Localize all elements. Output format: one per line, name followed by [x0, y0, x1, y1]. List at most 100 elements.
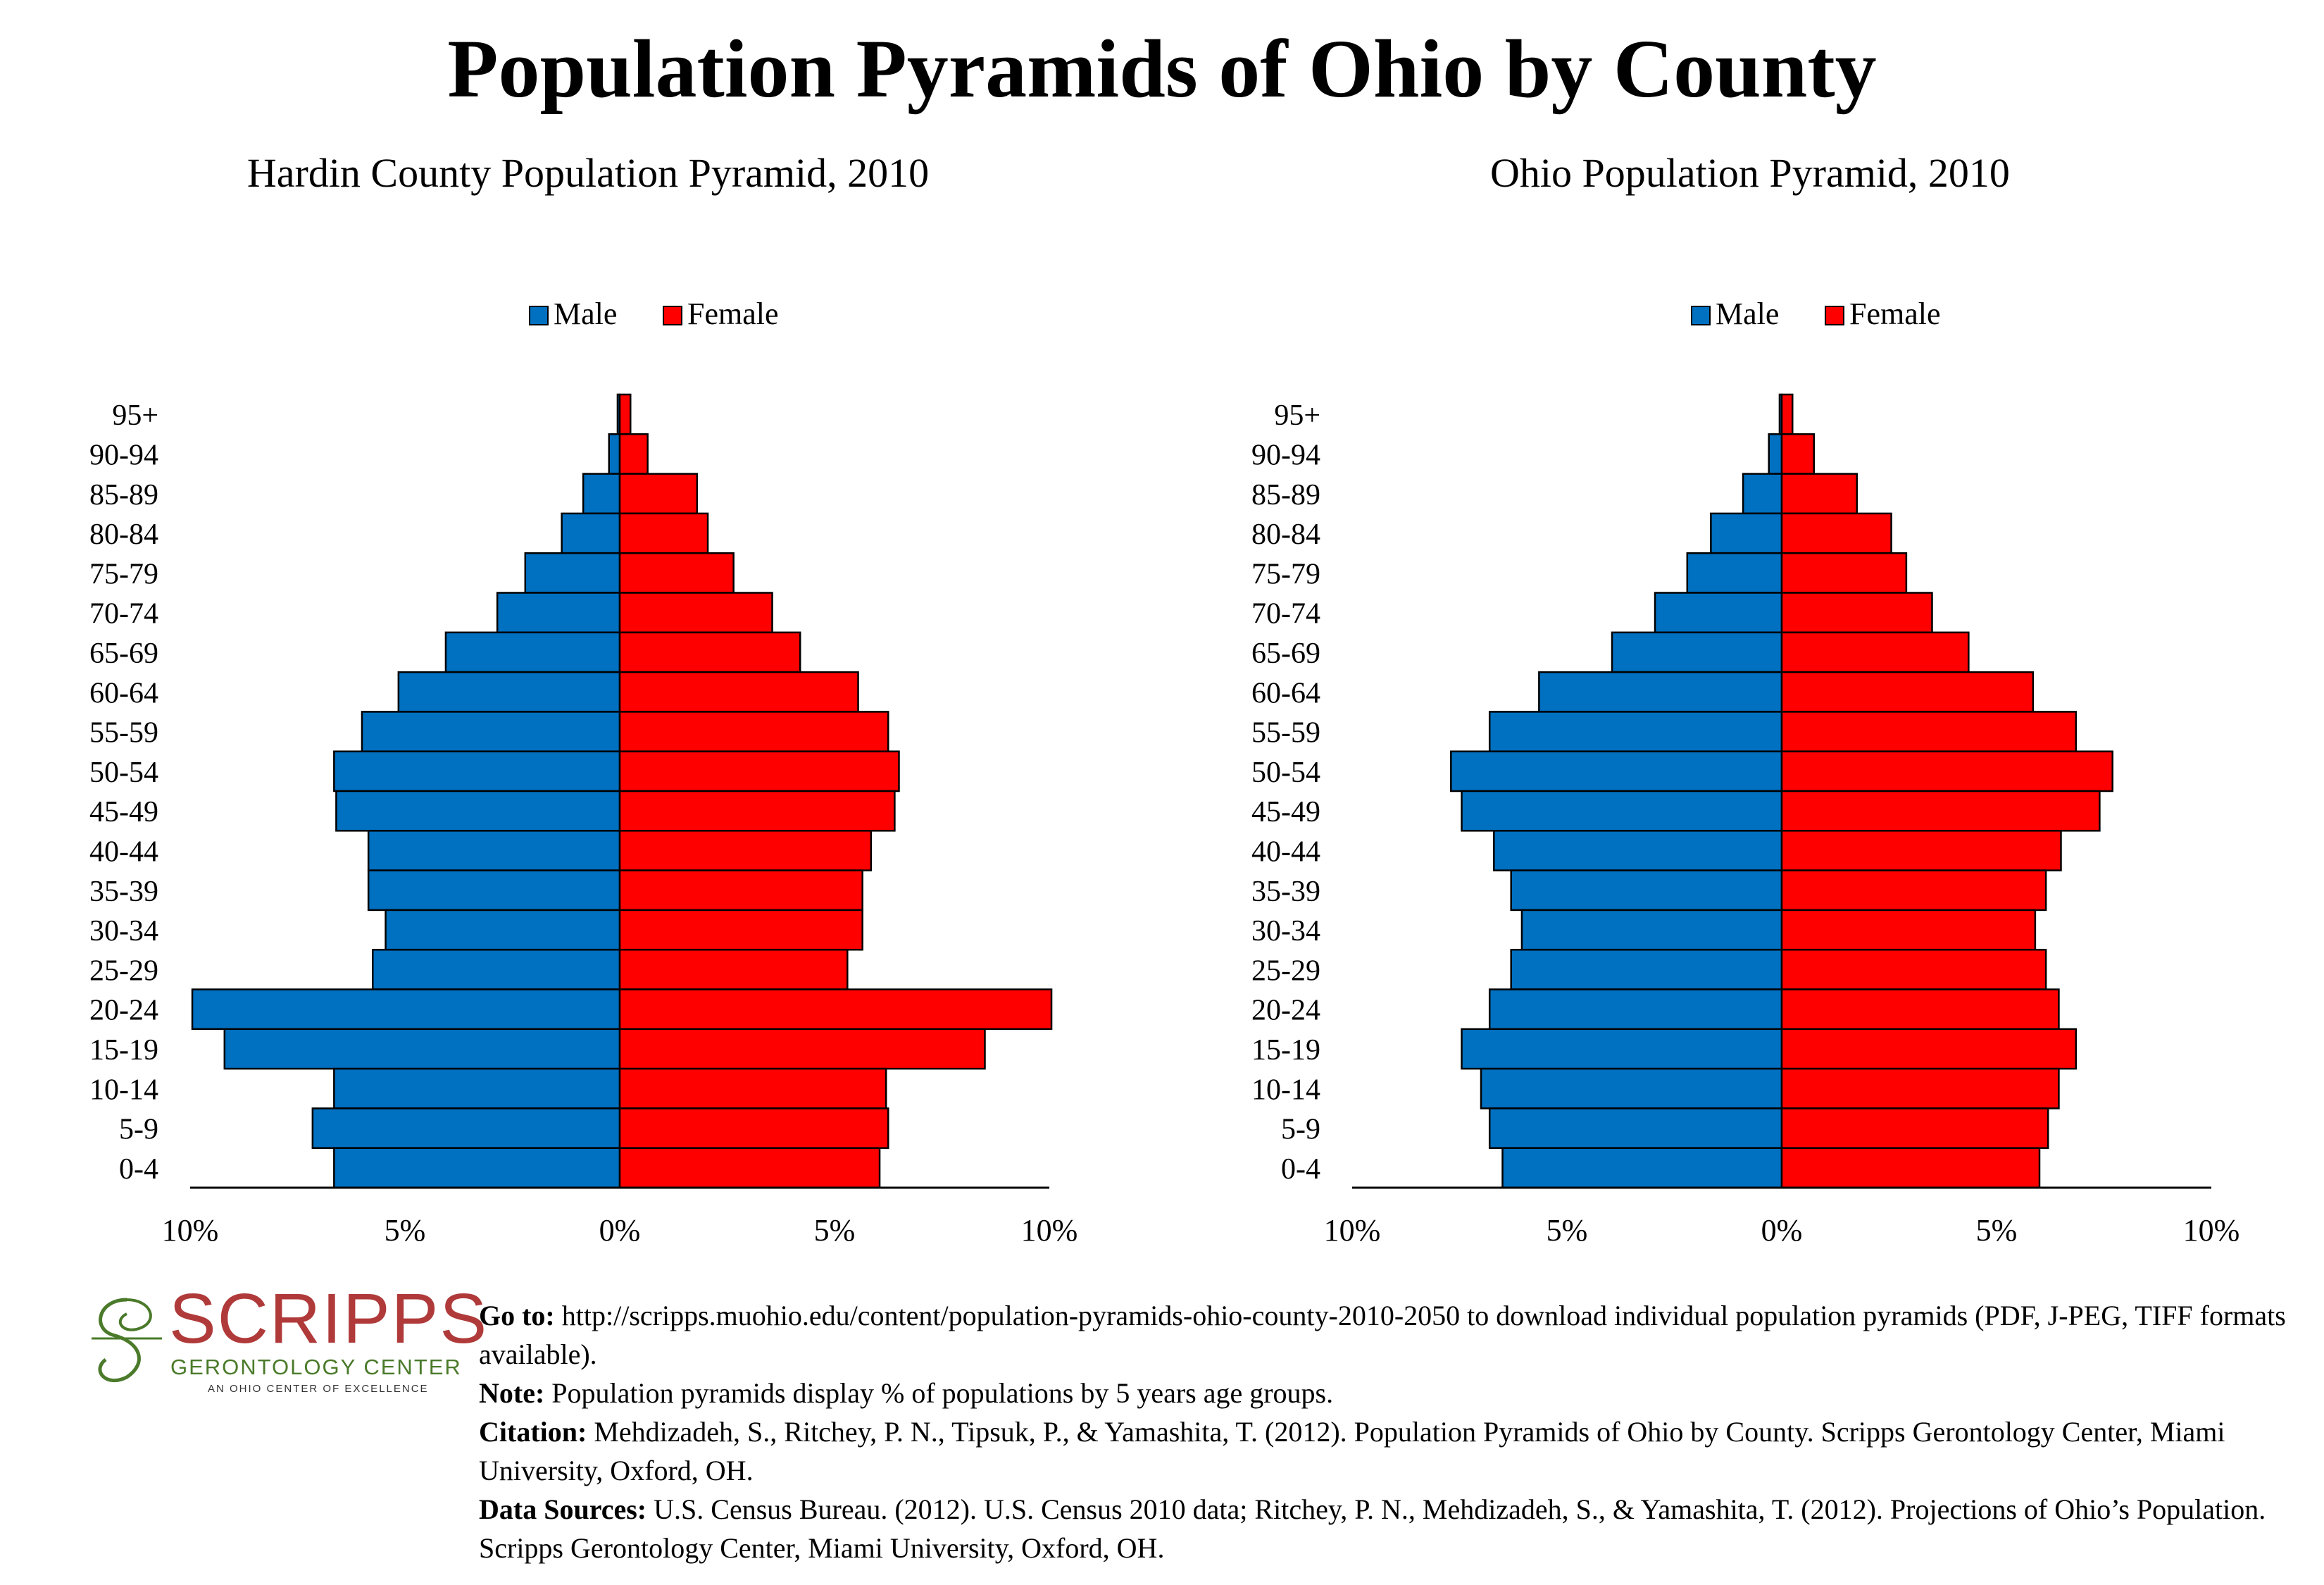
age-label: 0-4: [1281, 1153, 1320, 1186]
chart-title: Hardin County Population Pyramid, 2010: [247, 150, 929, 196]
legend-label-male: Male: [1716, 297, 1779, 331]
age-label: 20-24: [1251, 995, 1320, 1027]
ohio-bar-female-45-49: [1780, 790, 2101, 832]
logo-brand: SCRIPPS: [169, 1279, 489, 1358]
ohio-bar-female-55-59: [1780, 711, 2078, 752]
chart-legend: Male Female: [529, 297, 779, 331]
ohio-bar-male-30-34: [1520, 909, 1783, 951]
hardin-bar-male-85-89: [582, 473, 621, 515]
hardin-bar-female-70-74: [618, 592, 773, 634]
ohio-bar-female-30-34: [1780, 909, 2037, 951]
note-text: Population pyramids display % of populat…: [544, 1377, 1334, 1409]
hardin-bar-female-45-49: [618, 790, 896, 832]
age-label: 70-74: [89, 598, 158, 630]
age-label: 90-94: [1251, 439, 1320, 471]
age-label: 65-69: [89, 638, 158, 670]
age-label: 60-64: [1251, 677, 1320, 709]
scripps-swirl-icon: [92, 1298, 162, 1383]
age-label: 75-79: [89, 558, 158, 590]
age-label: 65-69: [1251, 638, 1320, 670]
x-tick-label: 5%: [1976, 1213, 2018, 1248]
ohio-bar-male-45-49: [1461, 790, 1783, 832]
age-label: 70-74: [1251, 598, 1320, 630]
x-tick-label: 10%: [1021, 1213, 1078, 1248]
hardin-bar-male-10-14: [333, 1067, 621, 1110]
ohio-bar-female-95+: [1780, 393, 1794, 435]
hardin-bar-female-35-39: [618, 869, 863, 912]
hardin-bar-female-0-4: [618, 1147, 881, 1189]
ohio-bar-male-60-64: [1538, 671, 1783, 713]
age-label: 45-49: [89, 796, 158, 828]
hardin-bar-male-65-69: [444, 631, 621, 673]
ohio-bar-female-25-29: [1780, 948, 2047, 990]
legend-swatch-male: [1691, 306, 1711, 325]
age-label: 75-79: [1251, 558, 1320, 590]
hardin-bar-male-70-74: [496, 592, 621, 634]
age-label: 10-14: [89, 1074, 158, 1106]
x-tick-label: 10%: [1324, 1213, 1381, 1248]
logo-subtitle: GERONTOLOGY CENTER: [170, 1355, 462, 1379]
legend-swatch-female: [663, 306, 682, 325]
ohio-bar-male-50-54: [1450, 750, 1783, 792]
ohio-bar-female-70-74: [1780, 592, 1933, 634]
goto-text: http://scripps.muohio.edu/content/popula…: [479, 1300, 2286, 1370]
age-label: 5-9: [119, 1114, 158, 1146]
ohio-bar-female-50-54: [1780, 750, 2113, 792]
age-label: 20-24: [89, 995, 158, 1027]
x-tick-label: 5%: [1547, 1213, 1588, 1248]
sources-label: Data Sources:: [479, 1493, 647, 1525]
note-label: Note:: [479, 1377, 545, 1409]
age-label: 25-29: [89, 955, 158, 987]
hardin-bar-male-60-64: [397, 671, 621, 713]
goto-line: Go to: http://scripps.muohio.edu/content…: [479, 1296, 2310, 1374]
ohio-bar-male-80-84: [1710, 512, 1783, 554]
age-label: 55-59: [89, 717, 158, 750]
hardin-bar-male-0-4: [333, 1147, 621, 1189]
hardin-bar-male-15-19: [223, 1028, 621, 1070]
age-label: 35-39: [89, 876, 158, 908]
age-label: 60-64: [89, 677, 158, 709]
hardin-bar-female-75-79: [618, 552, 735, 594]
hardin-bar-female-85-89: [618, 473, 699, 515]
ohio-bar-female-5-9: [1780, 1107, 2049, 1149]
hardin-bar-female-65-69: [618, 631, 801, 673]
ohio-bar-female-80-84: [1780, 512, 1892, 554]
note-line: Note: Population pyramids display % of p…: [479, 1374, 2310, 1412]
age-label: 25-29: [1251, 955, 1320, 987]
hardin-bar-female-95+: [618, 393, 632, 435]
x-tick-label: 5%: [385, 1213, 426, 1248]
age-label: 50-54: [89, 757, 158, 789]
age-label: 5-9: [1281, 1114, 1320, 1146]
ohio-bar-female-65-69: [1780, 631, 1970, 673]
ohio-bar-male-0-4: [1501, 1147, 1783, 1189]
citation-line: Citation: Mehdizadeh, S., Ritchey, P. N.…: [479, 1412, 2310, 1490]
hardin-bar-female-10-14: [618, 1067, 887, 1110]
x-tick-label: 0%: [1761, 1213, 1803, 1248]
age-label: 80-84: [89, 518, 158, 551]
logo-tagline: AN OHIO CENTER OF EXCELLENCE: [208, 1383, 429, 1395]
legend-label-female: Female: [1849, 297, 1941, 331]
ohio-bar-female-35-39: [1780, 869, 2047, 912]
hardin-bar-female-30-34: [618, 909, 863, 951]
ohio-bar-female-60-64: [1780, 671, 2035, 713]
hardin-bar-male-25-29: [372, 948, 621, 990]
sources-text: U.S. Census Bureau. (2012). U.S. Census …: [479, 1493, 2266, 1564]
age-label: 15-19: [89, 1034, 158, 1067]
x-tick-label: 0%: [599, 1213, 641, 1248]
age-label: 10-14: [1251, 1074, 1320, 1106]
hardin-bar-female-20-24: [618, 988, 1053, 1031]
age-label: 80-84: [1251, 518, 1320, 551]
ohio-bar-female-20-24: [1780, 988, 2060, 1031]
hardin-bar-male-75-79: [524, 552, 621, 594]
ohio-bar-male-15-19: [1461, 1028, 1783, 1070]
footer-notes: Go to: http://scripps.muohio.edu/content…: [479, 1296, 2310, 1567]
x-tick-label: 10%: [162, 1213, 219, 1248]
ohio-bar-female-75-79: [1780, 552, 1908, 594]
hardin-bar-male-50-54: [333, 750, 621, 792]
legend-swatch-male: [529, 306, 549, 325]
scripps-logo: SCRIPPS GERONTOLOGY CENTER AN OHIO CENTE…: [85, 1279, 487, 1405]
ohio-bar-male-70-74: [1654, 592, 1783, 634]
legend-swatch-female: [1825, 306, 1844, 325]
hardin-bar-male-5-9: [311, 1107, 621, 1149]
legend-label-female: Female: [687, 297, 779, 331]
